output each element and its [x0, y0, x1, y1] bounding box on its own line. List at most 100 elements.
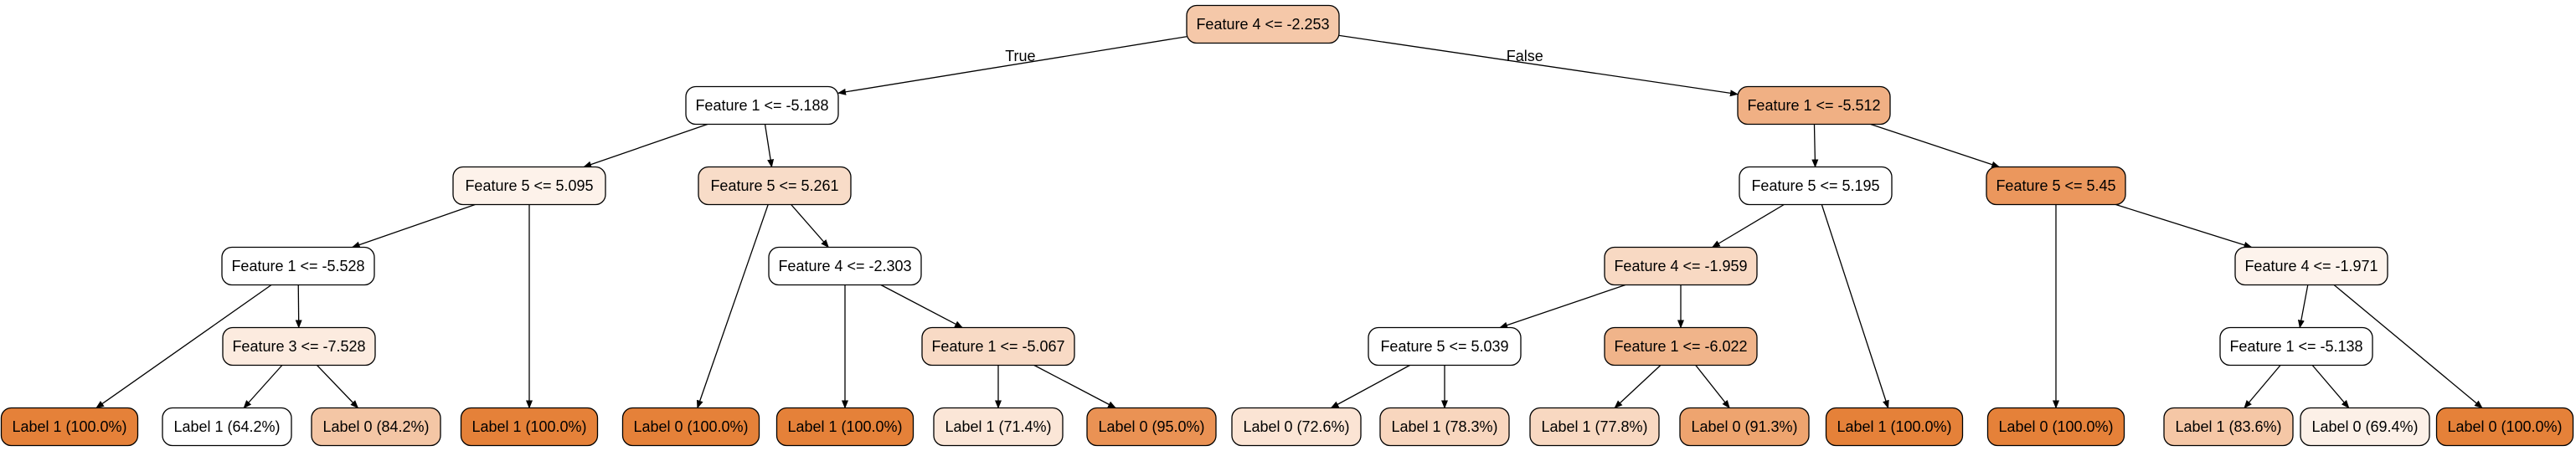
- node-box: [1737, 85, 1891, 126]
- edge-n11-n17: [243, 365, 283, 409]
- node-label: Label 0 (95.0%): [1098, 418, 1204, 435]
- node-box: [2219, 326, 2373, 366]
- node-label: Feature 1 <= -5.512: [1747, 97, 1880, 114]
- edge-label-true: True: [1005, 48, 1035, 64]
- edge-n7-n16: [95, 284, 272, 409]
- node-label: Label 0 (72.6%): [1243, 418, 1349, 435]
- node-box: [2234, 246, 2388, 286]
- node-box: [460, 407, 599, 447]
- leaf-node-n21: Label 1 (100.0%): [775, 407, 914, 447]
- split-node-n8: Feature 4 <= -2.303: [768, 246, 922, 286]
- node-box: [1379, 407, 1510, 447]
- node-box: [1086, 407, 1217, 447]
- node-label: Label 1 (100.0%): [787, 418, 902, 435]
- edge-n0-n2: [1338, 34, 1739, 97]
- edge-n2-n6: [1870, 123, 2001, 168]
- node-box: [1186, 4, 1340, 44]
- edge-n1-n3: [583, 123, 708, 168]
- node-box: [775, 407, 914, 447]
- node-box: [698, 166, 852, 206]
- edge-n2-n5: [1811, 124, 1819, 168]
- node-label: Label 1 (71.4%): [945, 418, 1051, 435]
- edge-n8-n12: [880, 284, 963, 329]
- leaf-node-n17: Label 1 (64.2%): [162, 407, 292, 447]
- node-box: [1825, 407, 1964, 447]
- split-node-n4: Feature 5 <= 5.261: [698, 166, 852, 206]
- node-label: Feature 1 <= -5.528: [231, 258, 364, 274]
- edge-n10-n15: [2297, 284, 2309, 329]
- split-node-n6: Feature 5 <= 5.45: [1986, 166, 2126, 206]
- node-box: [621, 407, 760, 447]
- edge-n1-n4: [764, 124, 775, 168]
- node-box: [1529, 407, 1660, 447]
- node-label: Label 1 (100.0%): [471, 418, 586, 435]
- node-label: Label 0 (100.0%): [1998, 418, 2113, 435]
- node-box: [685, 85, 839, 126]
- node-label: Label 1 (83.6%): [2175, 418, 2281, 435]
- node-label: Label 1 (78.3%): [1391, 418, 1497, 435]
- node-box: [222, 326, 376, 366]
- edge-n12-n23: [1033, 364, 1116, 409]
- node-box: [162, 407, 292, 447]
- leaf-node-n30: Label 1 (83.6%): [2163, 407, 2294, 447]
- split-node-n9: Feature 4 <= -1.959: [1604, 246, 1758, 286]
- node-label: Label 0 (100.0%): [633, 418, 748, 435]
- split-node-n0: Feature 4 <= -2.253: [1186, 4, 1340, 44]
- leaf-node-n26: Label 1 (77.8%): [1529, 407, 1660, 447]
- node-label: Feature 5 <= 5.261: [710, 177, 838, 194]
- node-box: [1986, 407, 2125, 447]
- edge-n0-n1: [837, 36, 1188, 95]
- node-label: Label 0 (84.2%): [322, 418, 429, 435]
- split-node-n15: Feature 1 <= -5.138: [2219, 326, 2373, 366]
- node-box: [768, 246, 922, 286]
- edge-n4-n20: [696, 204, 769, 409]
- edge-n5-n9: [1711, 203, 1785, 249]
- split-node-n12: Feature 1 <= -5.067: [921, 326, 1075, 366]
- node-box: [1604, 326, 1758, 366]
- leaf-node-n20: Label 0 (100.0%): [621, 407, 760, 447]
- node-box: [933, 407, 1064, 447]
- split-node-n11: Feature 3 <= -7.528: [222, 326, 376, 366]
- edge-n15-n30: [2244, 365, 2281, 409]
- node-label: Label 1 (64.2%): [173, 418, 280, 435]
- node-label: Feature 1 <= -5.138: [2229, 338, 2362, 355]
- node-box: [0, 407, 139, 447]
- split-node-n5: Feature 5 <= 5.195: [1739, 166, 1893, 206]
- node-box: [221, 246, 375, 286]
- split-node-n10: Feature 4 <= -1.971: [2234, 246, 2388, 286]
- leaf-node-n24: Label 0 (72.6%): [1231, 407, 1362, 447]
- node-label: Feature 1 <= -5.188: [695, 97, 828, 114]
- node-box: [1739, 166, 1893, 206]
- node-label: Feature 3 <= -7.528: [232, 338, 365, 355]
- edge-n15-n31: [2311, 365, 2350, 409]
- node-label: Feature 1 <= -6.022: [1614, 338, 1747, 355]
- leaf-node-n29: Label 0 (100.0%): [1986, 407, 2125, 447]
- edge-n10-n32: [2333, 284, 2483, 409]
- node-label: Label 0 (69.4%): [2311, 418, 2418, 435]
- node-label: Feature 5 <= 5.195: [1751, 177, 1879, 194]
- split-node-n7: Feature 1 <= -5.528: [221, 246, 375, 286]
- node-label: Label 1 (100.0%): [1837, 418, 1951, 435]
- leaf-node-n18: Label 0 (84.2%): [311, 407, 441, 447]
- edge-label-false: False: [1507, 48, 1543, 64]
- node-label: Feature 1 <= -5.067: [931, 338, 1064, 355]
- node-label: Feature 5 <= 5.095: [465, 177, 593, 194]
- edge-n9-n13: [1499, 284, 1626, 329]
- edge-n5-n28: [1821, 204, 1889, 409]
- leaf-node-n32: Label 0 (100.0%): [2435, 407, 2574, 447]
- node-label: Feature 4 <= -2.303: [778, 258, 911, 274]
- node-box: [1231, 407, 1362, 447]
- edge-n7-n11: [295, 284, 302, 329]
- leaf-node-n16: Label 1 (100.0%): [0, 407, 139, 447]
- leaf-node-n23: Label 0 (95.0%): [1086, 407, 1217, 447]
- node-box: [1604, 246, 1758, 286]
- split-node-n1: Feature 1 <= -5.188: [685, 85, 839, 126]
- node-box: [452, 166, 606, 206]
- leaf-node-n31: Label 0 (69.4%): [2300, 407, 2430, 447]
- edges-layer: True False: [95, 34, 2483, 409]
- edge-n13-n24: [1330, 364, 1410, 409]
- leaf-node-n28: Label 1 (100.0%): [1825, 407, 1964, 447]
- leaf-node-n25: Label 1 (78.3%): [1379, 407, 1510, 447]
- node-label: Label 0 (91.3%): [1691, 418, 1797, 435]
- node-label: Label 0 (100.0%): [2447, 418, 2562, 435]
